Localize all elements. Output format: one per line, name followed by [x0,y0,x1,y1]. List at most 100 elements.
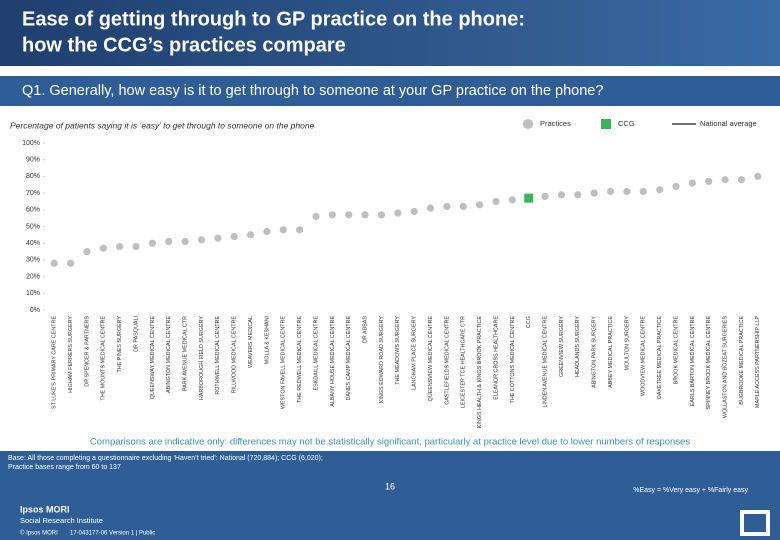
y-tick-label: 90% [26,157,40,164]
x-tick-label: RILLWOOD MEDICAL CENTRE [232,316,238,394]
x-tick-label: BROOK MEDICAL CENTRE [673,316,679,385]
y-tick-label: 20% [26,273,40,280]
x-tick-label: LINDEN AVENUE MEDICAL CENTRE [543,316,549,408]
practice-dot [541,192,549,201]
x-tick-label: ABINGTON PARK SURGERY [592,316,598,388]
x-tick-label: WEAVERS MEDICAL [248,316,254,368]
job-number: 17-043177-06 Version 1 | Public [70,531,155,537]
x-tick-label: QUEENSVIEW MEDICAL CENTRE [428,316,434,402]
practice-dot [263,227,271,236]
practice-dot [197,236,206,244]
practice-dot [443,202,451,211]
practice-dot [394,209,402,217]
x-tick-label: DR ABBAS [363,316,369,343]
practice-dot [705,177,713,186]
practice-dot [623,187,631,196]
practice-dot [476,201,484,209]
x-tick-label: CASTLEFIELDS MEDICAL CENTRE [444,316,450,405]
x-tick-label: ESKDAILL MEDICAL CENTRE [313,316,319,391]
practice-dot [508,196,516,204]
practice-dot [312,212,320,221]
x-tick-label: KINGS EDWARD ROAD SURGERY [379,316,385,404]
y-tick-label: 80% [26,173,40,180]
practice-dot [410,207,418,216]
page-number: 16 [385,481,395,491]
x-tick-label: ABBEY MEDICAL PRACTICE [608,316,614,388]
x-tick-label: CCG [526,316,532,328]
x-tick-label: ROTHWELL MEDICAL CENTRE [215,316,221,395]
base: Base: All those completing a questionnai… [8,455,323,462]
x-tick-label: THE MEADOWS SURGERY [395,316,401,385]
practice-dot [83,247,91,256]
y-tick-label: 70% [26,190,40,197]
y-tick-label: 40% [26,240,40,247]
practice-dot [557,191,566,199]
footer-band [0,451,780,540]
practice-dot [492,197,500,206]
practice-dot [181,237,189,246]
question-band [0,76,780,106]
title: how the CCG’s practices compare [22,34,346,56]
x-tick-label: OAKETREE MEDICAL PRACTICE [657,316,663,400]
practice-dot [606,187,615,196]
x-tick-label: THE PINES SURGERY [117,316,123,373]
practice-dot [590,189,598,197]
x-tick-label: ST LUKE'S PRIMARY CARE CENTRE [52,316,58,409]
y-tick-label: 10% [26,290,40,297]
practice-dot [574,191,582,199]
x-tick-label: WOLLASTON AND BOZEAT SURGERIES [723,316,729,419]
y-tick-label: 50% [26,223,40,230]
ccg-marker [524,193,534,203]
x-tick-label: MOULTON SURGERY [624,316,630,371]
practice-dot [345,211,353,219]
x-tick-label: WESTON FAVELL MEDICAL CENTRE [281,316,287,410]
legend-label: National average [700,119,757,128]
practice-dot [165,237,173,246]
practice-dot [737,176,746,184]
x-tick-label: ELEANOR CROSS HEALTHCARE [493,316,499,400]
practice-dot [214,234,222,242]
copyright: © Ipsos MORI [20,530,58,537]
practice-dot [672,182,680,191]
practice-dot [296,226,304,234]
x-tick-label: DANES CAMP MEDICAL CENTRE [346,316,352,401]
y-tick-label: 30% [26,257,40,264]
footnote: Comparisons are indicative only: differe… [90,437,690,448]
title: Ease of getting through to GP practice o… [22,8,525,30]
legend-label: CCG [618,119,635,128]
practice-dot [148,239,156,247]
practice-dot [361,211,369,219]
brand: Ipsos MORI [20,504,70,514]
x-tick-label: MAPLE ACCESS PARTNERSHIP LLP [755,316,761,408]
x-tick-label: HIGHAM FERRERS SURGERY [68,316,74,393]
x-tick-label: LEICESTER TCE HEALTHCARE CTR [461,316,467,408]
y-tick-label: 0% [30,307,40,314]
base: Practice bases range from 60 to 137 [8,464,121,471]
practice-dot [279,226,287,234]
y-tick-label: 60% [26,207,40,214]
practice-dot [132,242,140,251]
x-tick-label: THE COTTONS MEDICAL CENTRE [510,316,516,404]
practice-dot [721,176,729,184]
subtitle: Percentage of patients saying it is ‘eas… [10,120,315,130]
practice-dot [459,202,467,211]
practice-dot [688,179,696,187]
brand: Social Research Institute [20,516,103,525]
x-tick-label: QUEENSWAY MEDICAL CENTRE [150,316,156,400]
practice-dot [328,211,336,219]
x-tick-label: HARBOROUGH FIELD SURGERY [199,316,205,400]
legend-swatch [601,119,611,129]
practice-dot [426,204,435,212]
legend-label: Practices [540,119,571,128]
x-tick-label: KINGS HEALTH & KINGS BROOK PRACTICE [477,316,483,429]
practice-dot [656,186,664,194]
practice-dot [377,211,386,219]
practice-dot [754,172,762,180]
x-tick-label: PARK AVENUE MEDICAL CTR [183,316,189,391]
practice-dot [116,242,124,251]
practice-dot [246,231,255,239]
x-tick-label: HEADLANDS SURGERY [575,316,581,377]
x-tick-label: THE REDWELL MEDICAL CENTRE [297,316,303,403]
practice-dot [230,232,238,241]
